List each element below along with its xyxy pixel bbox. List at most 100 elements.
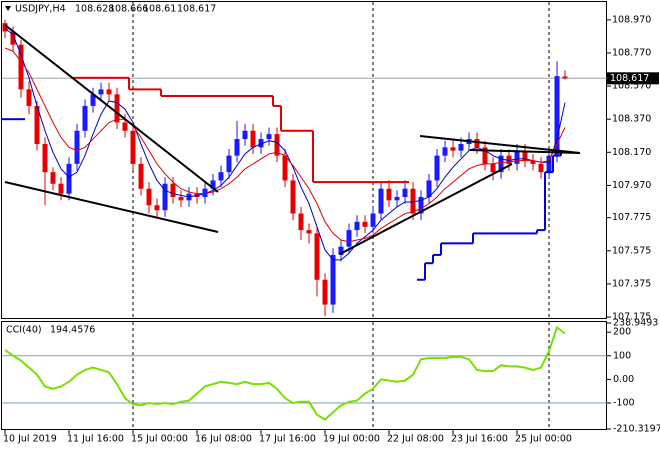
candle-body (138, 163, 144, 189)
candle-body (274, 134, 280, 156)
candle-body (42, 144, 48, 173)
cci-tick-label: -210.3197 (613, 424, 660, 435)
candle-body (82, 105, 88, 131)
candle-body (226, 155, 232, 173)
y-tick-label: 108.170 (612, 147, 651, 158)
cci-tick-label: 0.00 (613, 374, 634, 385)
candle-body (122, 122, 128, 131)
y-tick-label: 107.575 (612, 245, 651, 256)
candle-body (314, 233, 320, 280)
candle-body (330, 254, 336, 305)
x-tick-label: 19 Jul 00:00 (323, 434, 380, 445)
candle-body (170, 183, 176, 197)
candle-body (514, 150, 520, 164)
candle-body (74, 130, 80, 164)
y-tick-label: 107.375 (612, 278, 651, 289)
candle-body (394, 196, 400, 201)
candle-body (26, 89, 32, 106)
candle-body (218, 172, 224, 181)
cci-label: CCI(40) (6, 325, 42, 336)
candle-body (338, 246, 344, 255)
cci-tick-label: 238.9493 (613, 318, 658, 329)
trend-line (4, 181, 219, 233)
y-tick-label: 108.770 (612, 47, 651, 58)
candle-body (202, 188, 208, 197)
cci-tick-label: 200 (613, 327, 631, 338)
candle-body (106, 89, 112, 95)
x-tick-label: 22 Jul 08:00 (387, 434, 444, 445)
symbol: USDJPY,H4 (15, 4, 66, 15)
candle-body (370, 213, 376, 227)
candle-body (210, 180, 216, 189)
candle-body (282, 155, 288, 181)
open-value: 108.628 (75, 4, 114, 15)
candle-body (530, 160, 536, 164)
y-tick-label: 107.970 (612, 180, 651, 191)
low-value: 108.61 (143, 4, 176, 15)
trend-line (4, 24, 219, 193)
candle-body (562, 76, 568, 79)
trend-line (469, 149, 581, 154)
candle-body (234, 139, 240, 156)
trend-line (339, 163, 513, 255)
candle-body (426, 180, 432, 197)
candle-body (346, 230, 352, 247)
candle-body (50, 172, 56, 184)
candle-body (402, 188, 408, 197)
candle-body (450, 147, 456, 151)
plot: 108.970 108.770 108.570 108.370 108.170 107.9… (1, 14, 660, 445)
candle-body (474, 139, 480, 148)
candle-body (522, 150, 528, 161)
candle-body (554, 76, 560, 156)
x-tick-label: 10 Jul 2019 (3, 434, 57, 445)
menu-triangle[interactable] (5, 6, 11, 11)
candle-body (266, 134, 272, 140)
x-tick-label: 23 Jul 16:00 (451, 434, 508, 445)
cci-value: 194.4576 (50, 325, 95, 336)
trend-line (419, 135, 581, 154)
candle-body (354, 221, 360, 231)
moving-average (4, 47, 566, 243)
candle-body (18, 44, 24, 90)
candle-body (378, 188, 384, 214)
current-price-box (607, 72, 659, 85)
candle-body (34, 105, 40, 145)
candle-body (434, 155, 440, 181)
candle-body (442, 147, 448, 156)
candle-body (2, 23, 8, 32)
cci-frame (1, 321, 607, 430)
candle-body (10, 31, 16, 45)
candle-body (242, 130, 248, 140)
candle-body (130, 130, 136, 164)
cci-tick-label: -100 (613, 397, 635, 408)
candle-body (290, 180, 296, 214)
candle-body (362, 221, 368, 227)
candle-body (306, 230, 312, 234)
candle-body (498, 155, 504, 173)
candle-body (506, 155, 512, 164)
candle-body (490, 163, 496, 173)
trend-lines (4, 24, 581, 255)
candle-body (90, 94, 96, 106)
candle-body (546, 155, 552, 173)
candle-body (178, 196, 184, 201)
candle-body (114, 94, 120, 123)
cci-line (4, 325, 566, 421)
y-tick-label: 108.570 (612, 81, 651, 92)
candle-body (58, 183, 64, 194)
candle-body (386, 188, 392, 201)
cci-tick-label: 100 (613, 350, 631, 361)
high-value: 108.666 (109, 4, 148, 15)
y-tick-label: 108.370 (612, 114, 651, 125)
y-tick-label: 107.175 (612, 312, 651, 323)
y-tick-label: 108.970 (612, 14, 651, 25)
candle-body (258, 139, 264, 148)
candle-body (410, 188, 416, 214)
candle-body (322, 279, 328, 305)
candle-body (298, 213, 304, 231)
candle-body (418, 196, 424, 214)
x-tick-label: 16 Jul 08:00 (195, 434, 252, 445)
